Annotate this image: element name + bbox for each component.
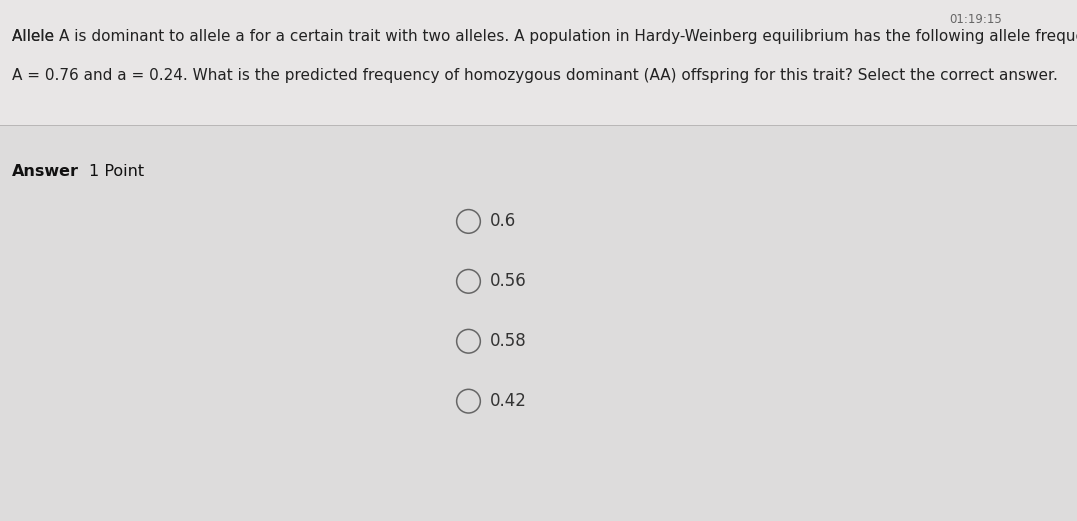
Text: 01:19:15: 01:19:15: [949, 13, 1002, 26]
Text: A = 0.76 and a = 0.24. What is the predicted frequency of homozygous dominant (A: A = 0.76 and a = 0.24. What is the predi…: [12, 68, 1058, 83]
Text: 0.56: 0.56: [490, 272, 527, 290]
Text: Answer: Answer: [12, 164, 79, 179]
Text: 0.42: 0.42: [490, 392, 527, 410]
Text: 0.58: 0.58: [490, 332, 527, 350]
Text: Allele A is dominant to allele a for a certain trait with two alleles. A populat: Allele A is dominant to allele a for a c…: [12, 29, 1077, 44]
Text: Allele: Allele: [12, 29, 59, 44]
Text: 0.6: 0.6: [490, 213, 516, 230]
Bar: [0, 0, 1077, 125]
Text: 1 Point: 1 Point: [89, 164, 144, 179]
Bar: [0, 125, 1077, 521]
